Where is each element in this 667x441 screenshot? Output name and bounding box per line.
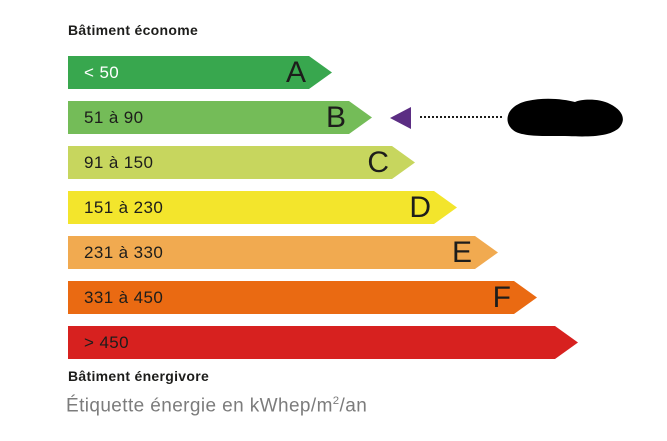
band-letter: A (285, 55, 306, 89)
band-letter: F (492, 280, 511, 314)
band-bar-b: 51 à 90 B (68, 101, 372, 134)
energy-scale: < 50 A 51 à 90 B 91 à 150 C 151 à 230 (68, 56, 623, 371)
band-bar-d: 151 à 230 D (68, 191, 457, 224)
economical-building-label: Bâtiment économe (68, 22, 199, 38)
caption-suffix: /an (339, 395, 368, 417)
selection-arrow-icon (390, 107, 411, 129)
band-letter: B (325, 100, 346, 134)
band-range-label: 151 à 230 (84, 197, 164, 217)
band-range-label: < 50 (84, 62, 120, 82)
band-range-label: 331 à 450 (84, 287, 164, 307)
band-bar-e: 231 à 330 E (68, 236, 498, 269)
band-letter: E (451, 235, 472, 269)
dotted-leader-line (420, 116, 502, 118)
band-letter: D (409, 190, 431, 224)
energy-label-caption: Étiquette énergie en kWhep/m2/an (66, 395, 367, 417)
energy-band-e: 231 à 330 E (68, 236, 578, 269)
band-range-label: > 450 (84, 332, 130, 352)
energy-guzzling-building-label: Bâtiment énergivore (68, 368, 210, 384)
band-bar-f: 331 à 450 F (68, 281, 537, 314)
energy-band-d: 151 à 230 D (68, 191, 578, 224)
band-bar-c: 91 à 150 C (68, 146, 415, 179)
energy-band-b: 51 à 90 B (68, 98, 623, 137)
energy-band-f: 331 à 450 F (68, 281, 578, 314)
band-range-label: 91 à 150 (84, 152, 154, 172)
caption-superscript: 2 (332, 395, 340, 407)
energy-band-a: < 50 A (68, 56, 578, 89)
band-bar-g: > 450 (68, 326, 578, 359)
band-range-label: 51 à 90 (84, 107, 144, 127)
caption-prefix: Étiquette énergie en kWhep/m (66, 395, 333, 417)
redacted-value-blob (507, 98, 623, 137)
energy-band-c: 91 à 150 C (68, 146, 578, 179)
energy-band-g: > 450 (68, 326, 578, 359)
band-bar-a: < 50 A (68, 56, 332, 89)
band-range-label: 231 à 330 (84, 242, 164, 262)
band-letter: C (367, 145, 389, 179)
